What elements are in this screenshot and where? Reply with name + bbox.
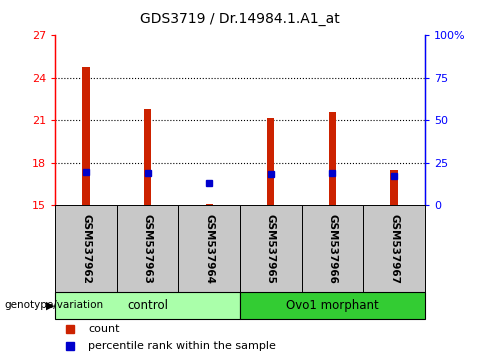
Bar [301, 205, 363, 292]
Bar [329, 112, 336, 205]
Text: control: control [127, 299, 168, 312]
Bar [82, 67, 90, 205]
Bar [55, 205, 117, 292]
Text: genotype/variation: genotype/variation [5, 300, 104, 310]
Bar [55, 292, 240, 319]
Bar [240, 292, 425, 319]
Text: GDS3719 / Dr.14984.1.A1_at: GDS3719 / Dr.14984.1.A1_at [140, 12, 340, 27]
Text: GSM537962: GSM537962 [81, 214, 91, 284]
Bar [267, 118, 275, 205]
Bar [117, 205, 179, 292]
Bar [363, 205, 425, 292]
Bar [144, 109, 151, 205]
Text: count: count [88, 324, 120, 333]
Text: Ovo1 morphant: Ovo1 morphant [286, 299, 379, 312]
Text: GSM537967: GSM537967 [389, 214, 399, 284]
Text: ▶: ▶ [46, 300, 54, 310]
Bar [240, 205, 301, 292]
Text: GSM537965: GSM537965 [266, 214, 276, 284]
Bar [390, 170, 398, 205]
Text: GSM537963: GSM537963 [143, 214, 153, 284]
Bar [179, 205, 240, 292]
Bar [205, 204, 213, 205]
Text: GSM537966: GSM537966 [327, 214, 337, 284]
Text: GSM537964: GSM537964 [204, 214, 214, 284]
Text: percentile rank within the sample: percentile rank within the sample [88, 341, 276, 351]
